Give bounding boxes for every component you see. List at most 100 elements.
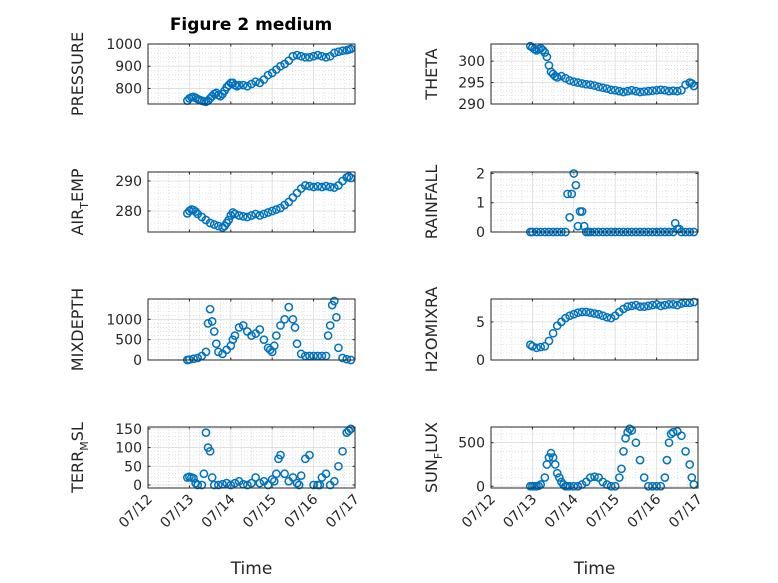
sunflux-data-point xyxy=(586,473,595,482)
h2omixra-data-point xyxy=(532,343,541,353)
h2omixra-data-point xyxy=(639,302,649,311)
airtemp-data-point xyxy=(267,206,277,216)
theta-data-point xyxy=(606,85,616,95)
terrmsl-y-tick-label: 50 xyxy=(124,459,142,475)
sunflux-x-axis-label: Time xyxy=(573,559,616,579)
theta-data-point xyxy=(677,85,686,95)
terrmsl-data-point xyxy=(315,480,325,490)
airtemp-data-point xyxy=(300,181,310,190)
h2omixra-data-point xyxy=(569,309,579,319)
pressure-data-point xyxy=(346,44,356,54)
mixdepth-data-point xyxy=(334,343,343,353)
mixdepth-data-point xyxy=(269,341,279,351)
mixdepth-data-point xyxy=(201,347,211,357)
mixdepth-data-point xyxy=(325,321,335,330)
airtemp-data-point xyxy=(205,218,215,228)
airtemp-data-point xyxy=(321,181,331,191)
theta-data-point xyxy=(565,76,575,85)
rainfall-data-point xyxy=(567,189,577,199)
terrmsl-y-tick-label: 100 xyxy=(115,441,142,457)
theta-y-tick-label: 300 xyxy=(458,54,485,70)
theta-data-point xyxy=(602,84,612,93)
pressure-data-point xyxy=(263,70,273,80)
mixdepth-data-point xyxy=(214,347,223,357)
terrmsl-data-point xyxy=(201,428,211,437)
pressure-data-point xyxy=(234,80,244,90)
airtemp-data-point xyxy=(346,173,356,183)
sunflux-data-point xyxy=(635,455,645,465)
mixdepth-data-point xyxy=(205,304,215,314)
terrmsl-data-point xyxy=(207,473,217,482)
sunflux-x-tick-label: 07/16 xyxy=(625,491,665,531)
mixdepth-data-point xyxy=(329,296,339,306)
terrmsl-data-point xyxy=(199,469,209,479)
terrmsl-data-point xyxy=(243,480,252,490)
rainfall-y-tick-label: 1 xyxy=(476,196,485,212)
mixdepth-y-axis-label: MIXDEPTH xyxy=(68,288,87,371)
terrmsl-y-tick-label: 150 xyxy=(115,422,142,438)
theta-data-point xyxy=(660,85,670,95)
mixdepth-data-point xyxy=(238,321,248,330)
sunflux-y-axis-label: SUNFLUX xyxy=(422,422,445,493)
theta-y-tick-label: 295 xyxy=(458,76,485,92)
h2omixra-data-point xyxy=(548,328,558,338)
pressure-data-point xyxy=(251,77,260,87)
airtemp-data-point xyxy=(313,182,323,191)
theta-y-tick-label: 290 xyxy=(458,97,485,113)
sunflux-data-point xyxy=(540,473,550,482)
airtemp-data-point xyxy=(238,212,248,221)
terrmsl-data-point xyxy=(305,450,314,460)
h2omixra-axes-box xyxy=(490,298,699,361)
theta-data-point xyxy=(652,85,661,95)
sunflux-data-point xyxy=(685,460,695,469)
h2omixra-y-tick-label: 0 xyxy=(476,353,485,369)
h2omixra-data-point xyxy=(627,301,637,311)
theta-data-point xyxy=(627,85,637,95)
h2omixra-data-point xyxy=(586,308,595,318)
mixdepth-y-tick-label: 500 xyxy=(115,333,142,349)
theta-data-point xyxy=(586,80,595,90)
rainfall-y-tick-label: 0 xyxy=(476,225,485,241)
terrmsl-data-point xyxy=(292,478,302,488)
rainfall-data-point xyxy=(563,189,572,199)
airtemp-data-point xyxy=(224,215,234,225)
airtemp-data-point xyxy=(317,182,327,192)
h2omixra-data-point xyxy=(660,300,670,310)
airtemp-y-tick-label: 280 xyxy=(115,204,142,220)
theta-data-point xyxy=(552,73,562,82)
sunflux-axes-box xyxy=(490,426,699,489)
mixdepth-data-point xyxy=(323,331,333,340)
rainfall-data-point xyxy=(565,213,575,222)
theta-data-point xyxy=(664,86,674,96)
terrmsl-data-point xyxy=(294,480,304,490)
rainfall-data-point xyxy=(573,221,583,231)
pressure-data-point xyxy=(296,51,306,61)
pressure-data-point xyxy=(300,52,310,62)
pressure-data-point xyxy=(288,51,298,61)
airtemp-data-point xyxy=(305,181,314,191)
airtemp-data-point xyxy=(243,212,252,222)
airtemp-data-point xyxy=(255,211,265,220)
h2omixra-data-point xyxy=(635,302,645,311)
terrmsl-x-axis-label: Time xyxy=(230,559,273,579)
rainfall-data-point xyxy=(571,180,581,190)
mixdepth-data-point xyxy=(276,321,285,330)
terrmsl-data-point xyxy=(280,469,289,479)
h2omixra-data-point xyxy=(668,299,678,309)
airtemp-data-point xyxy=(259,209,269,219)
theta-data-point xyxy=(573,78,583,87)
sunflux-x-tick-label: 07/13 xyxy=(500,492,540,532)
terrmsl-data-point xyxy=(209,480,219,490)
theta-data-point xyxy=(635,87,645,97)
terrmsl-y-axis-label: TERRMSL xyxy=(68,422,91,494)
sunflux-data-point xyxy=(681,447,690,456)
airtemp-axes-box xyxy=(147,171,356,233)
terrmsl-x-tick-label: 07/17 xyxy=(323,492,363,532)
terrmsl-data-point xyxy=(222,478,232,488)
h2omixra-data-point xyxy=(581,307,591,317)
theta-data-point xyxy=(561,73,570,83)
theta-data-point xyxy=(598,83,608,93)
h2omixra-y-tick-label: 5 xyxy=(476,315,485,331)
theta-data-point xyxy=(639,87,649,96)
